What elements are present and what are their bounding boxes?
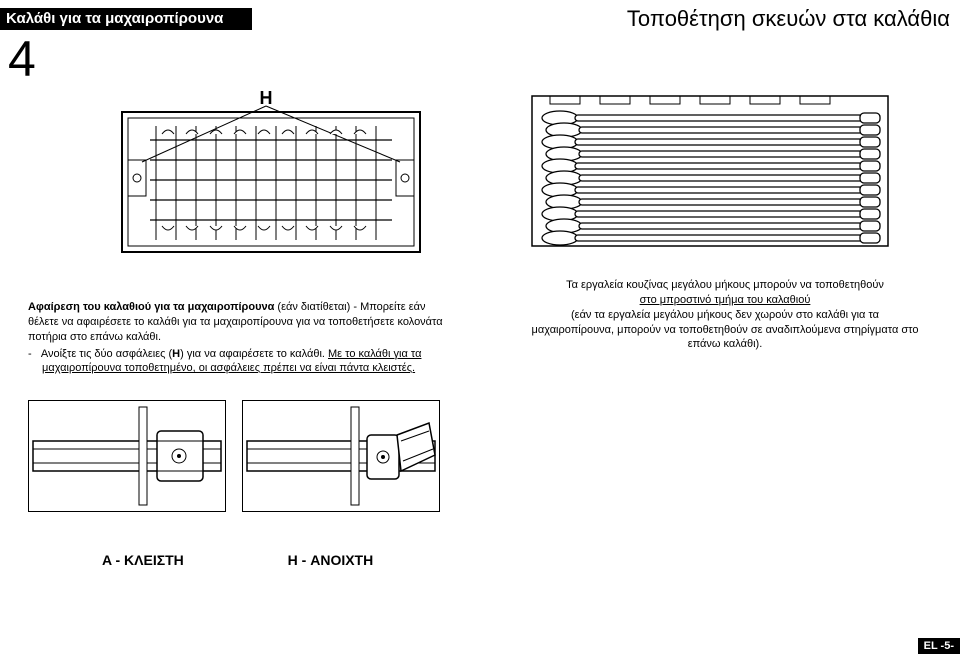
text-block-right: Τα εργαλεία κουζίνας μεγάλου μήκους μπορ… <box>530 278 920 352</box>
label-h: H <box>260 90 273 108</box>
bullet-h: H <box>172 348 180 360</box>
figure-captions: A - ΚΛΕΙΣΤΗ H - ΑΝΟΙΧΤΗ <box>102 552 373 568</box>
main-title: Τοποθέτηση σκευών στα καλάθια <box>627 6 950 32</box>
caption-a: A - ΚΛΕΙΣΤΗ <box>102 552 184 568</box>
header: Καλάθι για τα μαχαιροπίρουνα Τοποθέτηση … <box>0 8 960 32</box>
page-root: Καλάθι για τα μαχαιροπίρουνα Τοποθέτηση … <box>0 0 960 654</box>
text-block-left: Αφαίρεση του καλαθιού για τα μαχαιροπίρο… <box>28 300 448 376</box>
figure-latch-closed <box>28 400 226 512</box>
figure-latch-open <box>242 400 440 512</box>
bullet-b: ) για να αφαιρέσετε το καλάθι. <box>180 348 328 360</box>
r-line1: Τα εργαλεία κουζίνας μεγάλου μήκους μπορ… <box>566 279 884 291</box>
left-bold: Αφαίρεση του καλαθιού για τα μαχαιροπίρο… <box>28 301 274 313</box>
footer-page: EL -5- <box>918 638 960 654</box>
caption-h: H - ΑΝΟΙΧΤΗ <box>288 552 374 568</box>
page-number: 4 <box>8 30 36 88</box>
subtitle: Καλάθι για τα μαχαιροπίρουνα <box>6 10 223 27</box>
r-line3: (εάν τα εργαλεία μεγάλου μήκους δεν χωρο… <box>530 308 920 353</box>
r-line2: στο μπροστινό τμήμα του καλαθιού <box>640 294 811 306</box>
bullet-a: Ανοίξτε τις δύο ασφάλειες ( <box>41 348 172 360</box>
dash: - <box>28 348 32 360</box>
figure-basket-top: H <box>116 90 426 265</box>
small-figures <box>28 400 452 512</box>
figure-utensils <box>530 90 890 265</box>
